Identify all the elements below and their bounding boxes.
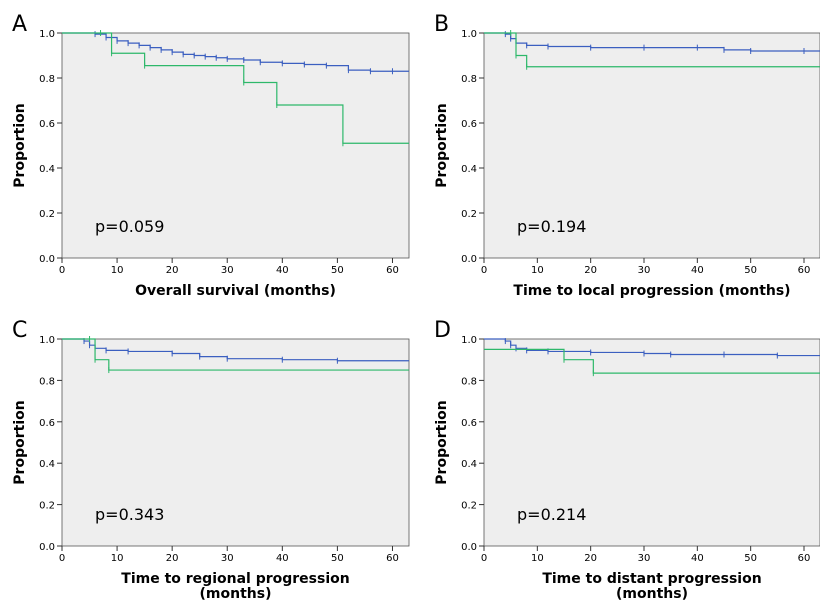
x-tick-label: 30 — [221, 553, 234, 564]
km-curve-series-2 — [62, 32, 409, 144]
y-tick-label: 0.6 — [461, 119, 477, 130]
x-tick-label: 0 — [481, 265, 487, 276]
y-tick-label: 0.0 — [461, 542, 477, 553]
x-tick-label: 10 — [531, 553, 544, 564]
x-tick-label: 10 — [111, 265, 124, 276]
x-axis-label-line: (months) — [200, 586, 272, 602]
plot-area — [61, 338, 410, 547]
panel-b: B 0.0 0.2 0.4 0.6 0.8 1.0 0 10 20 30 40 50 60 Proporti… — [434, 12, 820, 299]
y-axis-label: Proportion — [434, 400, 450, 484]
y-tick-label: 0.2 — [461, 501, 477, 512]
x-tick-label: 60 — [798, 553, 811, 564]
y-tick-label: 0.2 — [39, 501, 55, 512]
x-tick-label: 20 — [584, 265, 597, 276]
y-tick-label: 1.0 — [461, 29, 477, 40]
y-tick-label: 0.4 — [39, 459, 55, 470]
y-tick-label: 0.8 — [461, 376, 477, 387]
x-tick-label: 40 — [276, 553, 289, 564]
panel-letter: B — [434, 12, 449, 37]
x-axis-label: Overall survival (months) — [135, 283, 336, 299]
y-tick-label: 0.6 — [39, 418, 55, 429]
x-tick-label: 50 — [331, 553, 344, 564]
p-value-label: p=0.343 — [95, 505, 164, 524]
panel-a: A 0.0 0.2 0.4 0.6 0.8 1.0 0 10 20 30 40 50 60 Proporti… — [12, 12, 410, 299]
panel-d: D 0.0 0.2 0.4 0.6 0.8 1.0 0 10 20 30 40 50 60 Proporti… — [434, 318, 820, 602]
x-axis-label-line: Overall survival (months) — [135, 283, 336, 299]
x-axis-label: Time to distant progression (months) — [542, 571, 761, 602]
x-tick-label: 40 — [691, 553, 704, 564]
x-axis-label: Time to local progression (months) — [513, 283, 790, 299]
y-tick-label: 0.0 — [39, 254, 55, 265]
y-axis-label: Proportion — [12, 400, 28, 484]
x-tick-label: 40 — [276, 265, 289, 276]
y-tick-label: 0.4 — [39, 164, 55, 175]
y-tick-label: 1.0 — [39, 29, 55, 40]
panel-letter: A — [12, 12, 27, 37]
plot-area — [483, 32, 820, 259]
panel-c: C 0.0 0.2 0.4 0.6 0.8 1.0 0 10 20 30 40 50 60 Proporti… — [12, 318, 410, 602]
y-tick-label: 0.6 — [39, 119, 55, 130]
y-tick-label: 0.0 — [39, 542, 55, 553]
x-axis-label-line: (months) — [616, 586, 688, 602]
x-tick-label: 0 — [59, 553, 65, 564]
x-axis-label-line: Time to local progression (months) — [513, 283, 790, 299]
p-value-label: p=0.059 — [95, 217, 164, 236]
panel-letter: D — [434, 318, 451, 343]
x-axis-label: Time to regional progression (months) — [121, 571, 349, 602]
x-tick-label: 10 — [531, 265, 544, 276]
y-tick-label: 1.0 — [39, 335, 55, 346]
x-tick-label: 30 — [221, 265, 234, 276]
x-tick-label: 60 — [386, 553, 399, 564]
x-tick-label: 30 — [638, 265, 651, 276]
y-tick-label: 0.2 — [461, 209, 477, 220]
x-tick-label: 0 — [59, 265, 65, 276]
x-tick-label: 60 — [798, 265, 811, 276]
y-tick-label: 1.0 — [461, 335, 477, 346]
x-tick-label: 30 — [638, 553, 651, 564]
y-axis-label: Proportion — [12, 103, 28, 187]
panel-letter: C — [12, 318, 27, 343]
x-tick-label: 50 — [744, 553, 757, 564]
x-tick-label: 0 — [481, 553, 487, 564]
x-tick-label: 50 — [744, 265, 757, 276]
p-value-label: p=0.214 — [517, 505, 586, 524]
y-tick-label: 0.4 — [461, 164, 477, 175]
y-tick-label: 0.4 — [461, 459, 477, 470]
y-tick-label: 0.8 — [461, 74, 477, 85]
x-axis-label-line: Time to distant progression — [542, 571, 761, 587]
p-value-label: p=0.194 — [517, 217, 586, 236]
x-tick-label: 40 — [691, 265, 704, 276]
x-tick-label: 60 — [386, 265, 399, 276]
y-axis-label: Proportion — [434, 103, 450, 187]
x-tick-label: 10 — [111, 553, 124, 564]
x-tick-label: 20 — [584, 553, 597, 564]
y-tick-label: 0.6 — [461, 418, 477, 429]
x-tick-label: 50 — [331, 265, 344, 276]
y-tick-label: 0.0 — [461, 254, 477, 265]
y-tick-label: 0.8 — [39, 376, 55, 387]
x-axis-label-line: Time to regional progression — [121, 571, 349, 587]
y-tick-label: 0.8 — [39, 74, 55, 85]
km-curve-series-2 — [484, 348, 820, 374]
y-tick-label: 0.2 — [39, 209, 55, 220]
x-tick-label: 20 — [166, 265, 179, 276]
x-tick-label: 20 — [166, 553, 179, 564]
